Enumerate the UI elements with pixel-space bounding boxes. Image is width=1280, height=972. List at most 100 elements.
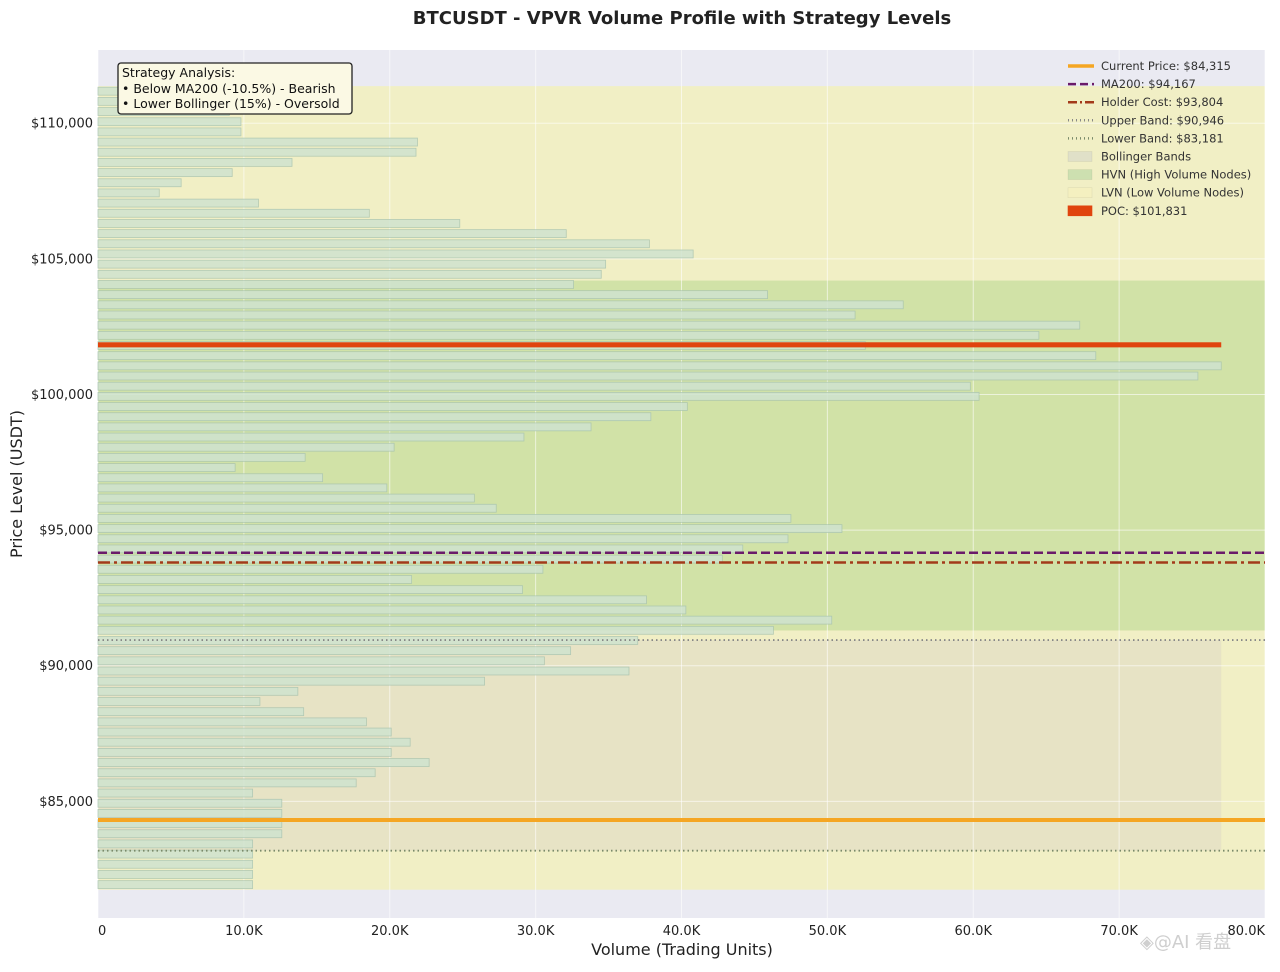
volume-bar xyxy=(97,595,647,605)
volume-bars xyxy=(97,86,1222,889)
x-tick-label: 70.0K xyxy=(1100,924,1138,939)
volume-bar xyxy=(97,188,160,198)
legend-label: Current Price: $84,315 xyxy=(1101,59,1231,73)
volume-bar xyxy=(97,361,1222,371)
volume-bar xyxy=(97,554,723,564)
volume-bar xyxy=(97,809,283,818)
legend-label: Upper Band: $90,946 xyxy=(1101,113,1224,127)
volume-bar xyxy=(97,788,254,798)
x-tick-label: 50.0K xyxy=(809,924,847,939)
volume-bar xyxy=(97,768,376,778)
volume-bar xyxy=(97,615,833,625)
volume-bar xyxy=(97,880,254,889)
volume-bar xyxy=(97,402,688,411)
legend-swatch xyxy=(1067,169,1093,180)
volume-bar xyxy=(97,493,475,503)
volume-bar xyxy=(97,310,856,320)
volume-bar xyxy=(97,158,293,167)
volume-bar xyxy=(97,259,607,269)
volume-bar xyxy=(97,269,602,279)
x-tick-label: 40.0K xyxy=(663,924,701,939)
volume-bar xyxy=(97,178,182,188)
volume-bar xyxy=(97,727,392,737)
x-tick-label: 0 xyxy=(98,924,106,939)
volume-bar xyxy=(97,829,283,839)
legend-swatch xyxy=(1067,205,1093,217)
volume-bar xyxy=(97,686,299,696)
volume-bar xyxy=(97,666,630,676)
volume-bar xyxy=(97,839,254,849)
volume-bar xyxy=(97,198,259,208)
volume-bar xyxy=(97,534,789,544)
volume-bar xyxy=(97,412,652,422)
legend-label: POC: $101,831 xyxy=(1101,204,1187,218)
volume-bar xyxy=(97,330,1040,340)
y-axis-ticks: $85,000 $90,000 $95,000 $100,000 $105,000 $11… xyxy=(31,117,93,810)
x-tick-label: 80.0K xyxy=(1228,924,1266,939)
x-axis-label: Volume (Trading Units) xyxy=(591,940,773,959)
volume-bar xyxy=(97,208,370,218)
x-axis-ticks: 0 10.0K 20.0K 30.0K 40.0K 50.0K 60.0K 70.0K 80.0… xyxy=(98,924,1265,939)
volume-bar xyxy=(97,300,904,310)
volume-bar xyxy=(97,117,242,127)
volume-bar xyxy=(97,351,1097,361)
legend-label: LVN (Low Volume Nodes) xyxy=(1101,186,1244,200)
volume-bar xyxy=(97,127,242,137)
x-tick-label: 20.0K xyxy=(371,924,409,939)
legend-label: HVN (High Volume Nodes) xyxy=(1101,168,1251,182)
volume-bar xyxy=(97,870,254,879)
y-axis-label: Price Level (USDT) xyxy=(7,410,26,558)
strategy-annotation: Strategy Analysis: • Below MA200 (-10.5%… xyxy=(117,62,353,115)
volume-bar xyxy=(97,432,525,442)
volume-bar xyxy=(97,422,592,432)
volume-bar xyxy=(97,737,411,747)
volume-bar xyxy=(97,137,418,147)
y-tick-label: $85,000 xyxy=(39,795,93,810)
volume-bar xyxy=(97,656,545,666)
volume-bar xyxy=(97,463,236,472)
volume-bar xyxy=(97,717,367,727)
volume-bar xyxy=(97,798,283,808)
y-tick-label: $105,000 xyxy=(31,252,93,267)
annotation-box xyxy=(117,62,353,115)
volume-bar xyxy=(97,676,485,686)
y-tick-label: $110,000 xyxy=(31,117,93,132)
volume-bar xyxy=(97,391,980,401)
legend-label: Lower Band: $83,181 xyxy=(1101,131,1224,145)
y-tick-label: $100,000 xyxy=(31,388,93,403)
volume-bar xyxy=(97,748,392,757)
volume-bar xyxy=(97,503,497,513)
x-tick-label: 30.0K xyxy=(517,924,555,939)
legend-swatch xyxy=(1067,151,1093,162)
legend-label: MA200: $94,167 xyxy=(1101,77,1196,91)
volume-bar xyxy=(97,249,694,259)
volume-bar xyxy=(97,280,574,289)
x-tick-label: 10.0K xyxy=(225,924,263,939)
legend-label: Bollinger Bands xyxy=(1101,150,1191,164)
annotation-line: • Below MA200 (-10.5%) - Bearish xyxy=(122,81,336,96)
volume-bar xyxy=(97,758,430,767)
volume-bar xyxy=(97,544,744,554)
volume-bar xyxy=(97,575,413,584)
volume-bar xyxy=(97,859,254,869)
legend-swatch xyxy=(1067,187,1093,198)
volume-bar xyxy=(97,524,843,533)
volume-bar xyxy=(97,442,395,452)
y-tick-label: $95,000 xyxy=(39,524,93,539)
volume-bar xyxy=(97,646,572,656)
chart-title: BTCUSDT - VPVR Volume Profile with Strat… xyxy=(413,8,951,29)
volume-bar xyxy=(97,585,523,594)
volume-bar xyxy=(97,168,233,177)
volume-bar xyxy=(97,605,687,615)
volume-bar xyxy=(97,707,305,717)
volume-bar xyxy=(97,473,324,483)
volume-bar xyxy=(97,636,639,645)
watermark: ◈@AI 看盘 xyxy=(1140,932,1231,953)
volume-bar xyxy=(97,229,567,238)
plot-area xyxy=(97,50,1266,918)
volume-bar xyxy=(97,371,1199,381)
volume-bar xyxy=(97,514,792,523)
volume-bar xyxy=(97,778,357,788)
annotation-heading: Strategy Analysis: xyxy=(122,65,235,80)
poc-bar xyxy=(98,342,1222,348)
